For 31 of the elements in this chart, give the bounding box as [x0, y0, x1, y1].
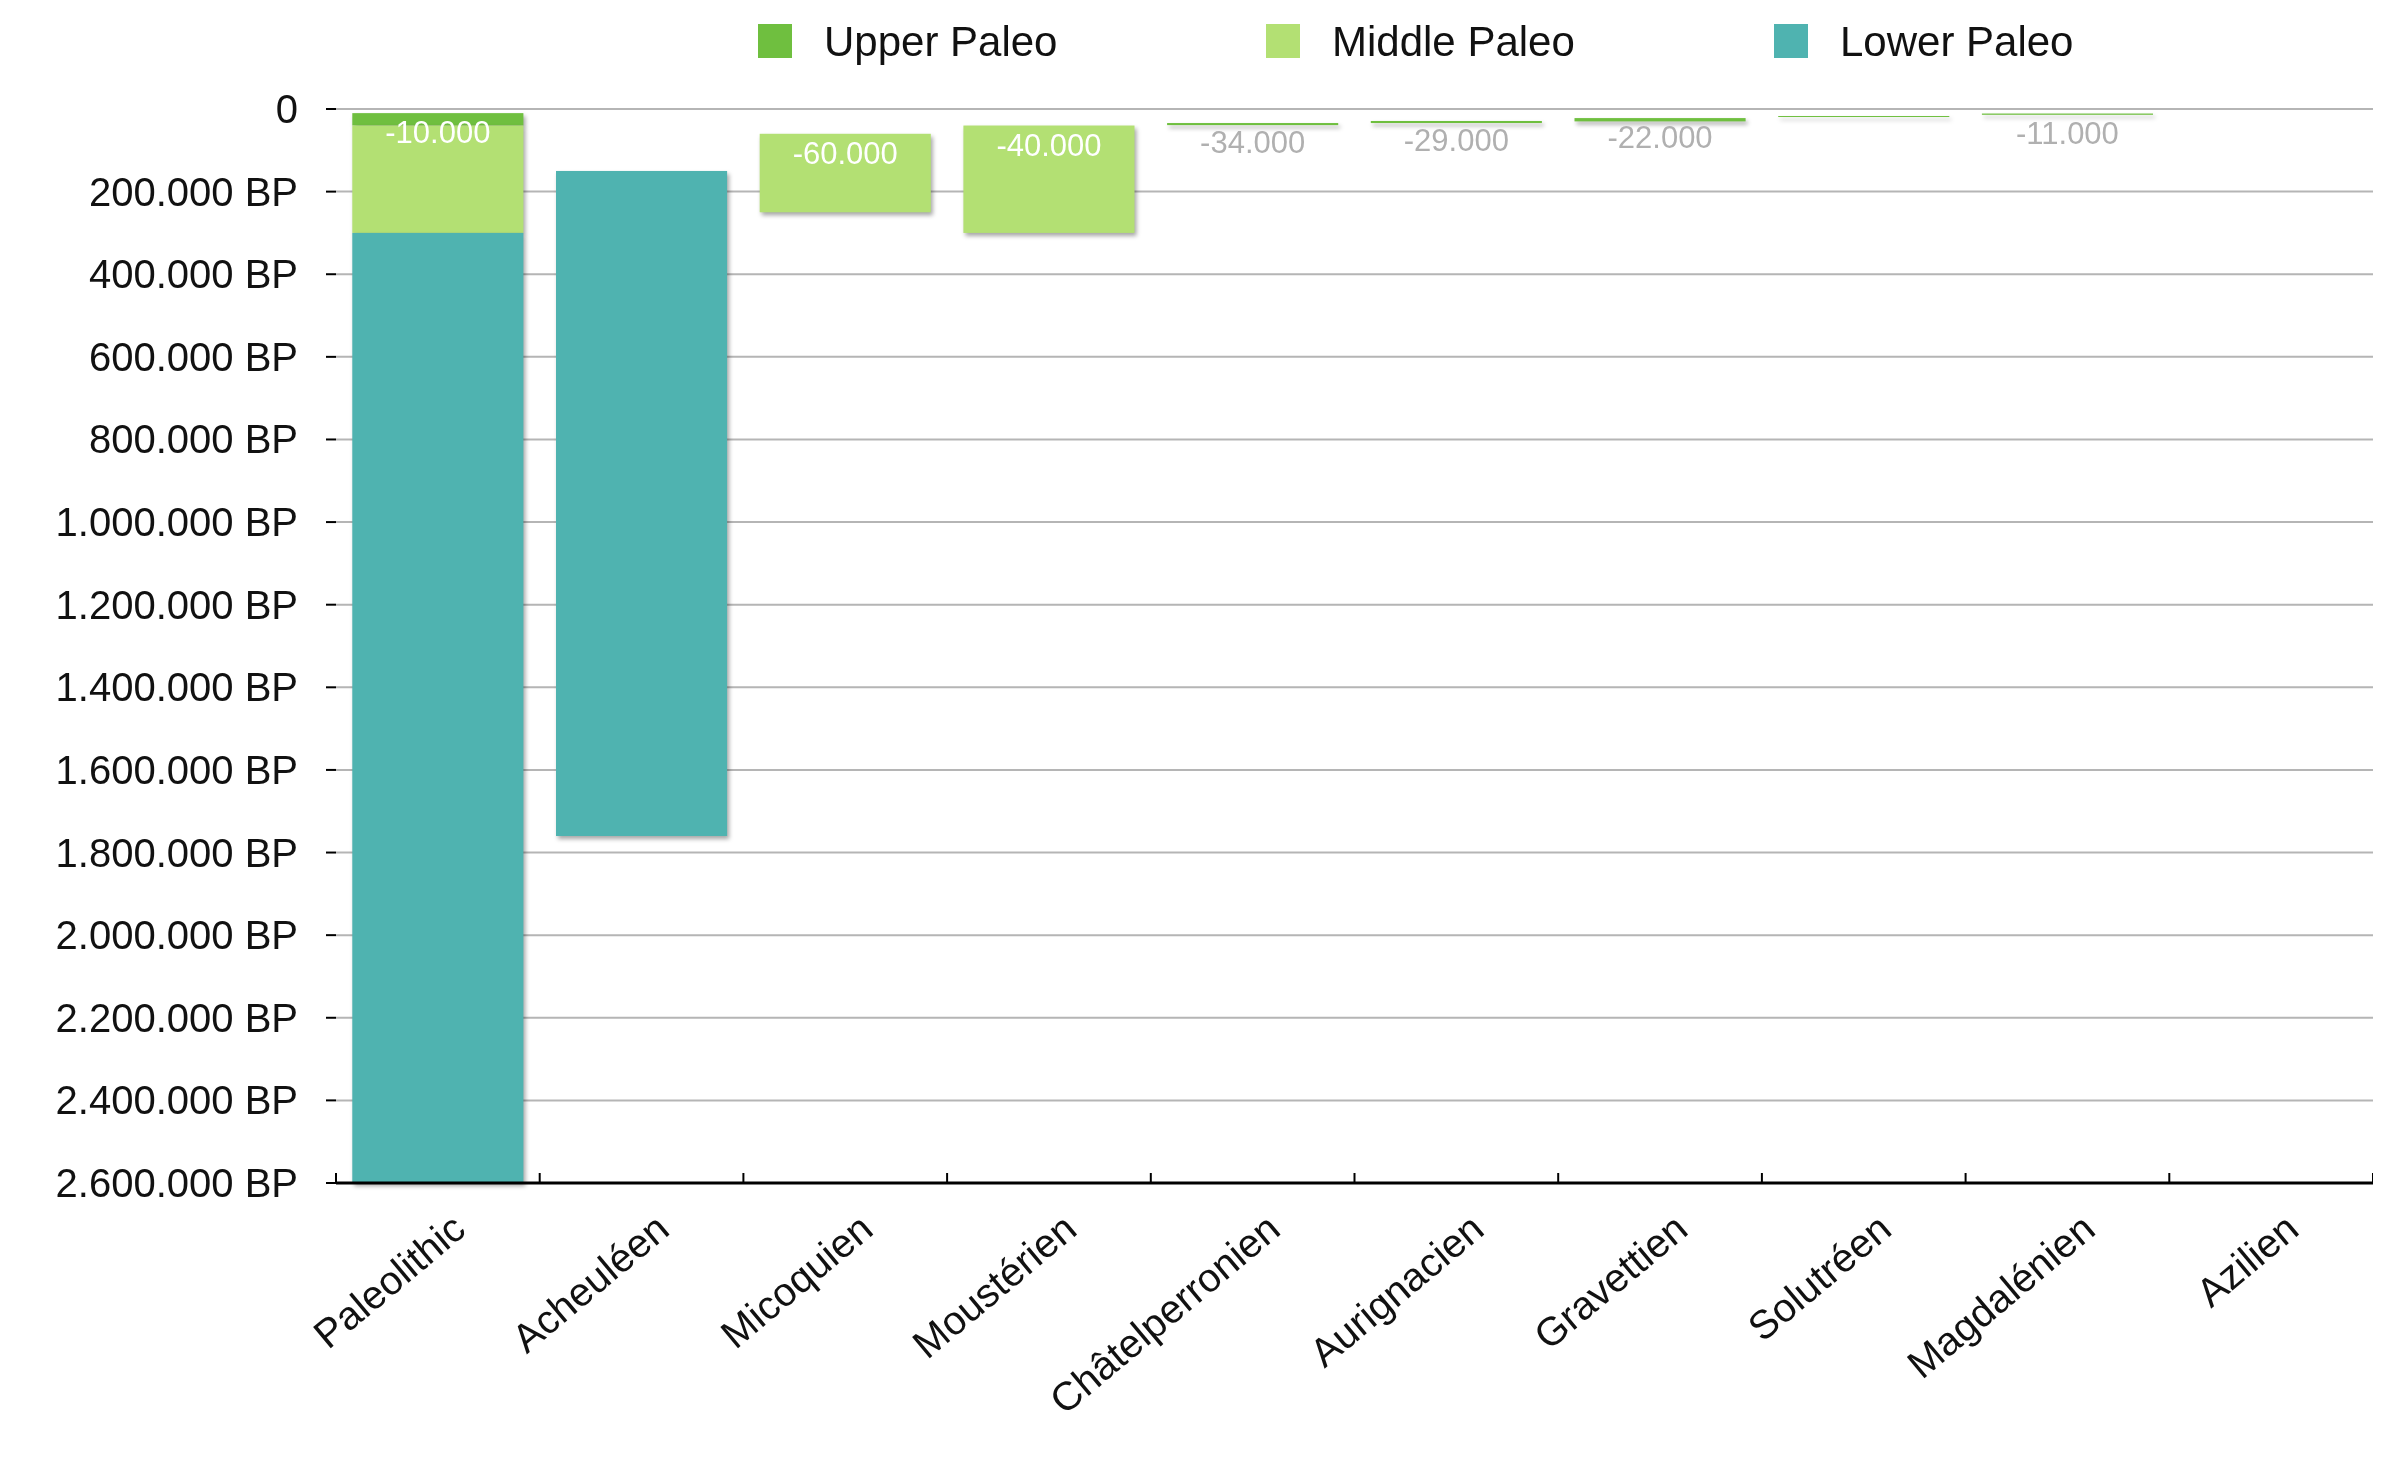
annotation: -60.000 [792, 135, 898, 171]
y-tick-label: 0 [275, 87, 298, 131]
y-tick-label: 1.400.000 BP [55, 665, 298, 710]
y-tick-label: 1.800.000 BP [55, 830, 298, 875]
legend-label: Upper Paleo [824, 17, 1058, 65]
y-tick-label: 400.000 BP [88, 252, 298, 297]
annotation: -29.000 [1403, 122, 1509, 158]
annotation: -11.000 [2016, 115, 2119, 151]
legend-label: Lower Paleo [1840, 17, 2074, 65]
y-tick-label: 800.000 BP [88, 417, 298, 462]
y-tick-label: 2.200.000 BP [55, 995, 298, 1040]
annotation: -10.000 [385, 115, 491, 151]
y-tick-label: 1.000.000 BP [55, 500, 298, 545]
bar [352, 232, 524, 1183]
bar [556, 170, 728, 837]
y-tick-label: 2.000.000 BP [55, 913, 298, 958]
y-tick-label: 200.000 BP [88, 169, 298, 214]
y-tick-label: 2.600.000 BP [55, 1161, 298, 1205]
annotation: -40.000 [996, 127, 1102, 163]
y-tick-label: 1.600.000 BP [55, 747, 298, 792]
bar [963, 125, 1135, 233]
bar [1167, 123, 1339, 126]
y-tick-label: 1.200.000 BP [55, 582, 298, 627]
legend-label: Middle Paleo [1332, 17, 1575, 65]
bar [1574, 118, 1746, 122]
annotation: -34.000 [1200, 125, 1306, 161]
y-tick-label: 600.000 BP [88, 334, 298, 379]
bar [1370, 120, 1542, 124]
annotation: -22.000 [1607, 120, 1713, 156]
y-tick-label: 2.400.000 BP [55, 1078, 298, 1123]
bar [759, 133, 931, 213]
